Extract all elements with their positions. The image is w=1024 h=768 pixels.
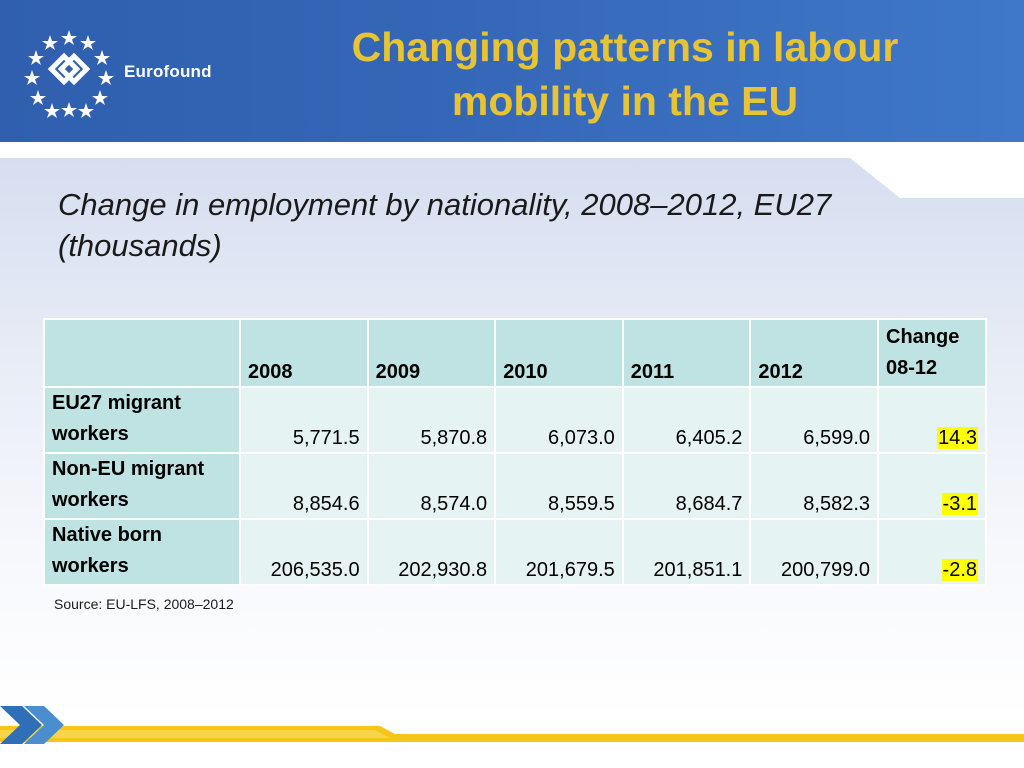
table-cell: 8,684.7 xyxy=(621,452,752,520)
table-cell: 8,574.0 xyxy=(366,452,497,520)
header-cell-2011: 2011 xyxy=(621,318,752,388)
change-cell: -2.8 xyxy=(877,518,987,586)
table-cell: 201,679.5 xyxy=(494,518,624,586)
header-cell-change: Change 08-12 xyxy=(877,318,987,388)
logo-wordmark: Eurofound xyxy=(124,62,212,81)
row-label: Non-EU migrant workers xyxy=(43,452,241,520)
change-cell: -3.1 xyxy=(877,452,987,520)
header-cell-2009: 2009 xyxy=(366,318,497,388)
table-cell: 5,870.8 xyxy=(366,386,497,454)
table-cell: 8,854.6 xyxy=(239,452,369,520)
table-cell: 202,930.8 xyxy=(366,518,497,586)
table-caption: Change in employment by nationality, 200… xyxy=(58,187,832,263)
table-header-row: 2008 2009 2010 2011 2012 Change 08-12 xyxy=(43,318,987,388)
highlighted-change: -3.1 xyxy=(941,493,978,515)
header-cell-2010: 2010 xyxy=(494,318,624,388)
table-cell: 6,073.0 xyxy=(494,386,624,454)
eurofound-logo xyxy=(24,30,114,118)
change-cell: 14.3 xyxy=(877,386,987,454)
header-cell-2008: 2008 xyxy=(239,318,369,388)
table-cell: 8,582.3 xyxy=(749,452,879,520)
source-note: Source: EU-LFS, 2008–2012 xyxy=(54,596,234,612)
table-cell: 206,535.0 xyxy=(239,518,369,586)
header-banner: Eurofound Changing patterns in labour mo… xyxy=(0,0,1024,142)
table-cell: 5,771.5 xyxy=(239,386,369,454)
table-cell: 6,599.0 xyxy=(749,386,879,454)
highlighted-change: 14.3 xyxy=(937,427,978,449)
table-cell: 6,405.2 xyxy=(621,386,752,454)
table-row: EU27 migrant workers 5,771.5 5,870.8 6,0… xyxy=(43,386,987,454)
footer-stripe xyxy=(0,726,1024,742)
highlighted-change: -2.8 xyxy=(941,559,978,581)
employment-table: 2008 2009 2010 2011 2012 Change 08-12 EU… xyxy=(43,318,987,586)
page-title: Changing patterns in labour mobility in … xyxy=(351,24,899,124)
header-cell-blank xyxy=(43,318,241,388)
header-cell-2012: 2012 xyxy=(749,318,879,388)
arrow-icon xyxy=(0,706,64,744)
table-row: Native born workers 206,535.0 202,930.8 … xyxy=(43,518,987,586)
table-cell: 8,559.5 xyxy=(494,452,624,520)
row-label: EU27 migrant workers xyxy=(43,386,241,454)
table-cell: 201,851.1 xyxy=(621,518,752,586)
row-label: Native born workers xyxy=(43,518,241,586)
table-row: Non-EU migrant workers 8,854.6 8,574.0 8… xyxy=(43,452,987,520)
table-cell: 200,799.0 xyxy=(749,518,879,586)
